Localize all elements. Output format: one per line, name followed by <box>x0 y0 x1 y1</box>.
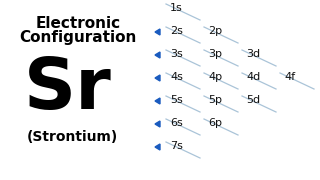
Text: 6p: 6p <box>208 118 222 128</box>
Text: 4p: 4p <box>208 72 222 82</box>
Text: 7s: 7s <box>170 141 183 151</box>
Text: 3s: 3s <box>170 49 183 59</box>
Text: Configuration: Configuration <box>19 30 137 45</box>
Text: 4f: 4f <box>284 72 295 82</box>
Text: (Strontium): (Strontium) <box>26 130 118 144</box>
Polygon shape <box>155 121 160 127</box>
Polygon shape <box>155 29 160 35</box>
Polygon shape <box>155 75 160 81</box>
Text: 2p: 2p <box>208 26 222 36</box>
Text: 4s: 4s <box>170 72 183 82</box>
Text: 3d: 3d <box>246 49 260 59</box>
Text: 5d: 5d <box>246 95 260 105</box>
Text: 5p: 5p <box>208 95 222 105</box>
Polygon shape <box>155 52 160 58</box>
Text: Sr: Sr <box>24 55 112 124</box>
Text: 5s: 5s <box>170 95 183 105</box>
Polygon shape <box>155 144 160 150</box>
Text: 1s: 1s <box>170 3 183 13</box>
Text: 4d: 4d <box>246 72 260 82</box>
Text: 6s: 6s <box>170 118 183 128</box>
Polygon shape <box>155 98 160 104</box>
Text: 3p: 3p <box>208 49 222 59</box>
Text: 2s: 2s <box>170 26 183 36</box>
Text: Electronic: Electronic <box>36 16 121 31</box>
